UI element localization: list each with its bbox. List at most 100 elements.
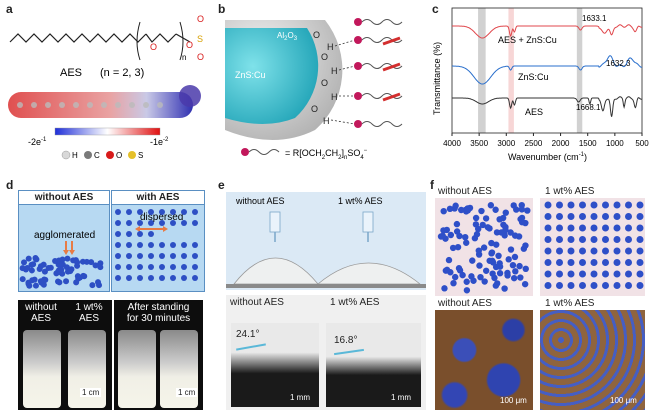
particle bbox=[441, 285, 448, 292]
n-sub: n bbox=[182, 53, 186, 62]
x-tick-label: 3000 bbox=[497, 139, 515, 148]
particle bbox=[159, 220, 165, 226]
particle bbox=[70, 257, 77, 264]
f-bot-label-without: without AES bbox=[438, 298, 492, 309]
particle bbox=[496, 270, 504, 277]
particle bbox=[486, 257, 493, 264]
particle bbox=[625, 282, 632, 289]
particle bbox=[126, 220, 132, 226]
angle-without: 24.1° bbox=[236, 329, 260, 340]
f-micrograph-without bbox=[435, 310, 533, 410]
particle bbox=[472, 214, 480, 222]
particle bbox=[45, 265, 52, 272]
particle bbox=[477, 273, 484, 281]
particle bbox=[556, 247, 563, 255]
particle bbox=[137, 242, 143, 248]
particle bbox=[602, 282, 609, 289]
particle bbox=[511, 253, 519, 261]
x-tick-label: 4000 bbox=[443, 139, 461, 148]
svg-text:H: H bbox=[331, 92, 338, 102]
svg-text:O: O bbox=[186, 40, 193, 50]
particle bbox=[579, 282, 586, 289]
particle bbox=[567, 213, 575, 220]
particle bbox=[115, 242, 121, 248]
particle bbox=[463, 239, 470, 246]
particle bbox=[37, 278, 44, 285]
particle bbox=[181, 220, 187, 226]
particle bbox=[97, 264, 104, 271]
particle bbox=[64, 255, 71, 262]
svg-text:C: C bbox=[94, 151, 100, 160]
particle bbox=[579, 236, 586, 243]
annot-1633: 1633.1 bbox=[582, 14, 607, 23]
series-line-composite bbox=[452, 24, 643, 39]
particle bbox=[488, 239, 495, 247]
particle bbox=[170, 220, 176, 226]
particle bbox=[126, 253, 132, 259]
particle bbox=[475, 225, 482, 233]
particle bbox=[74, 262, 81, 269]
particle bbox=[440, 207, 447, 215]
particle bbox=[159, 253, 165, 259]
scale-bar-e2: 1 mm bbox=[391, 393, 411, 402]
particle bbox=[37, 263, 44, 270]
particle bbox=[625, 247, 632, 255]
shell-label: Al2O3 bbox=[277, 31, 298, 42]
particle bbox=[492, 263, 500, 271]
particle bbox=[181, 242, 187, 248]
particle bbox=[192, 253, 198, 259]
particle bbox=[52, 258, 59, 265]
particle bbox=[636, 282, 644, 289]
particle bbox=[567, 201, 575, 209]
panel-letter-c: c bbox=[432, 2, 439, 16]
particle bbox=[192, 209, 198, 215]
particle bbox=[443, 226, 451, 234]
particle bbox=[567, 236, 575, 243]
particle bbox=[115, 264, 121, 270]
x-tick-label: 2000 bbox=[552, 139, 570, 148]
scale-bar-2: 1 cm bbox=[176, 388, 198, 397]
particle bbox=[95, 279, 102, 286]
vial-label-without: without AES bbox=[25, 302, 57, 324]
particle bbox=[602, 247, 609, 255]
particle bbox=[126, 209, 132, 215]
plot-frame bbox=[451, 7, 643, 134]
particle bbox=[480, 244, 488, 251]
vial-3 bbox=[118, 330, 156, 408]
particle bbox=[544, 201, 552, 209]
particle bbox=[192, 242, 198, 248]
particle bbox=[76, 274, 83, 281]
particle bbox=[496, 216, 503, 223]
particle bbox=[590, 270, 598, 278]
particle bbox=[115, 220, 121, 226]
particle bbox=[521, 280, 529, 288]
particle bbox=[137, 209, 143, 215]
surfactant-legend: = R[OCH2CH2]nSO4− bbox=[285, 148, 368, 161]
annot-1668: 1668.1 bbox=[576, 103, 601, 112]
particle bbox=[459, 271, 466, 279]
y-axis-label: Transmittance (%) bbox=[432, 42, 442, 115]
particle bbox=[463, 287, 471, 294]
vial-1 bbox=[23, 330, 61, 408]
particle bbox=[524, 207, 531, 214]
zns-core bbox=[225, 28, 319, 124]
scale-bar-e1: 1 mm bbox=[290, 393, 310, 402]
vial-label-standing: After standing for 30 minutes bbox=[126, 302, 191, 324]
panel-letter-d: d bbox=[6, 178, 14, 192]
particle bbox=[505, 256, 512, 263]
particle bbox=[181, 275, 187, 281]
particle bbox=[613, 236, 621, 243]
particle bbox=[115, 209, 121, 215]
particle bbox=[126, 264, 132, 270]
particle bbox=[579, 247, 586, 255]
particle bbox=[493, 241, 500, 248]
particle bbox=[148, 242, 154, 248]
particle bbox=[602, 236, 609, 243]
particle bbox=[89, 282, 96, 289]
particle bbox=[544, 247, 552, 255]
particle bbox=[512, 268, 519, 275]
particle bbox=[58, 266, 65, 273]
particle bbox=[492, 206, 499, 213]
particle bbox=[439, 232, 446, 240]
particle bbox=[137, 231, 143, 237]
